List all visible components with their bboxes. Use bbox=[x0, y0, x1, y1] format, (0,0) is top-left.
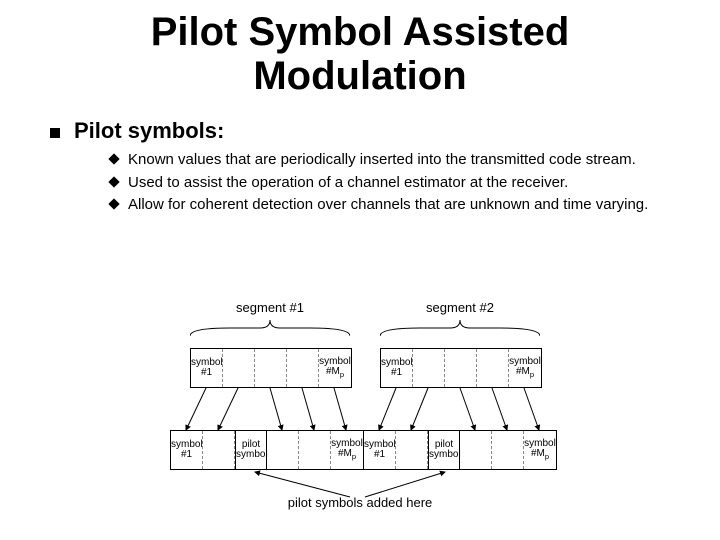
diamond-bullet-icon bbox=[108, 153, 119, 164]
mapping-arrows bbox=[150, 300, 600, 520]
title-line-1: Pilot Symbol Assisted bbox=[151, 10, 570, 54]
diamond-bullet-icon bbox=[108, 176, 119, 187]
square-bullet-icon bbox=[50, 128, 60, 138]
slide-title: Pilot Symbol Assisted Modulation bbox=[0, 0, 720, 98]
diamond-bullet-icon bbox=[108, 198, 119, 209]
content-area: Pilot symbols: Known values that are per… bbox=[0, 98, 720, 215]
sub-text-1: Known values that are periodically inser… bbox=[128, 150, 636, 170]
segment-diagram: segment #1 segment #2 symbol #1 symbol #… bbox=[150, 300, 600, 530]
sub-bullet: Known values that are periodically inser… bbox=[110, 150, 680, 170]
sub-text-2: Used to assist the operation of a channe… bbox=[128, 173, 568, 193]
sub-bullet: Allow for coherent detection over channe… bbox=[110, 195, 680, 215]
sublist: Known values that are periodically inser… bbox=[50, 150, 690, 215]
bullet-row: Pilot symbols: bbox=[50, 118, 690, 144]
bullet-label: Pilot symbols: bbox=[74, 118, 224, 144]
sub-bullet: Used to assist the operation of a channe… bbox=[110, 173, 680, 193]
title-line-2: Modulation bbox=[253, 54, 466, 98]
bottom-note: pilot symbols added here bbox=[260, 495, 460, 510]
sub-text-3: Allow for coherent detection over channe… bbox=[128, 195, 648, 215]
